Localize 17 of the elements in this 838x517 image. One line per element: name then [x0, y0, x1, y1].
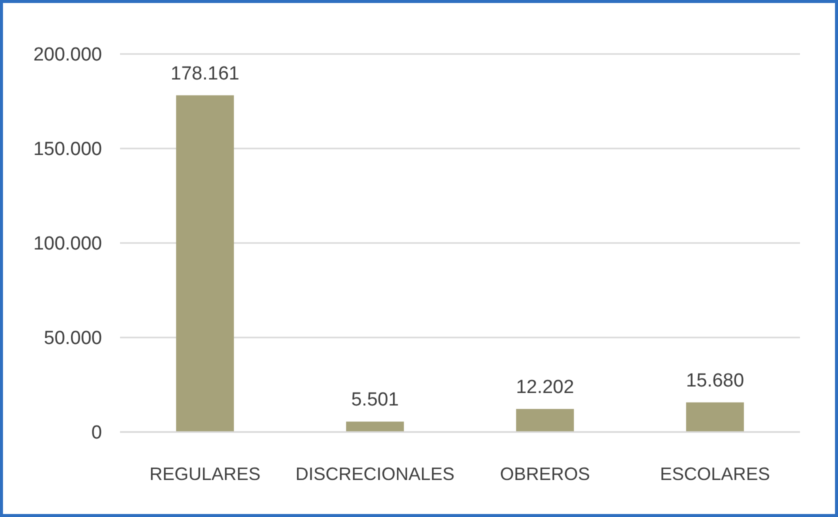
bar — [686, 402, 744, 432]
y-tick-label: 0 — [91, 422, 102, 444]
data-label: 178.161 — [170, 63, 240, 84]
y-tick-label: 50.000 — [44, 328, 102, 350]
data-label: 12.202 — [516, 376, 574, 398]
y-tick-label: 200.000 — [33, 44, 102, 66]
bar — [176, 95, 234, 432]
bar — [516, 408, 574, 432]
x-tick-label: ESCOLARES — [660, 464, 770, 484]
y-tick-label: 150.000 — [33, 139, 102, 160]
x-tick-label: OBREROS — [500, 464, 590, 484]
x-tick-label: DISCRECIONALES — [295, 464, 455, 484]
data-label: 5.501 — [351, 390, 399, 411]
data-label: 15.680 — [686, 370, 744, 392]
bar — [346, 422, 404, 432]
y-tick-label: 100.000 — [33, 234, 102, 255]
x-tick-label: REGULARES — [149, 464, 261, 484]
